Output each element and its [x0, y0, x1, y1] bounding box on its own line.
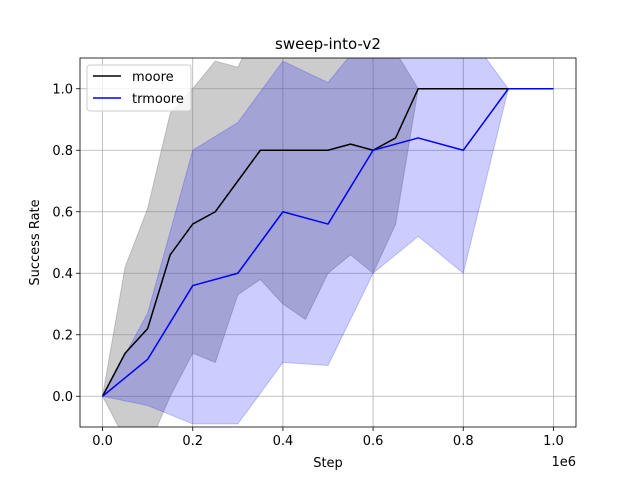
chart-title: sweep-into-v2 [275, 35, 381, 53]
x-tick-label: 0.2 [182, 434, 203, 449]
x-tick-label: 0.8 [453, 434, 474, 449]
line-layer [101, 88, 554, 397]
y-tick-label: 0.8 [52, 144, 73, 159]
legend: moore trmoore [86, 64, 192, 112]
x-tick-label: 0.6 [363, 434, 384, 449]
legend-label-trmoore: trmoore [132, 92, 184, 107]
x-axis-label: Step [313, 456, 343, 471]
y-tick-label: 0.4 [52, 267, 73, 282]
legend-label-moore: moore [132, 70, 174, 85]
y-axis-label: Success Rate [28, 199, 43, 285]
band-moore [102, 58, 554, 427]
series-line-trmoore [102, 88, 554, 397]
x-tick-label: 0.0 [92, 434, 113, 449]
y-tick-label: 0.0 [52, 390, 73, 405]
y-tick-label: 0.6 [52, 205, 73, 220]
band-layer [101, 58, 554, 427]
y-tick-label: 0.2 [52, 328, 73, 343]
series-line-moore [101, 88, 554, 397]
x-axis-offset-label: 1e6 [551, 455, 576, 470]
x-tick-label: 1.0 [543, 434, 564, 449]
x-tick-label: 0.4 [273, 434, 294, 449]
tick-layer: 0.0 0.2 0.4 0.6 0.8 1.0 0.0 0.2 0.4 0.6 0.8 1.0 [52, 82, 563, 449]
band-trmoore [101, 58, 554, 425]
plot-area [80, 58, 576, 427]
plot-frame [79, 57, 577, 428]
y-tick-label: 1.0 [52, 82, 73, 97]
